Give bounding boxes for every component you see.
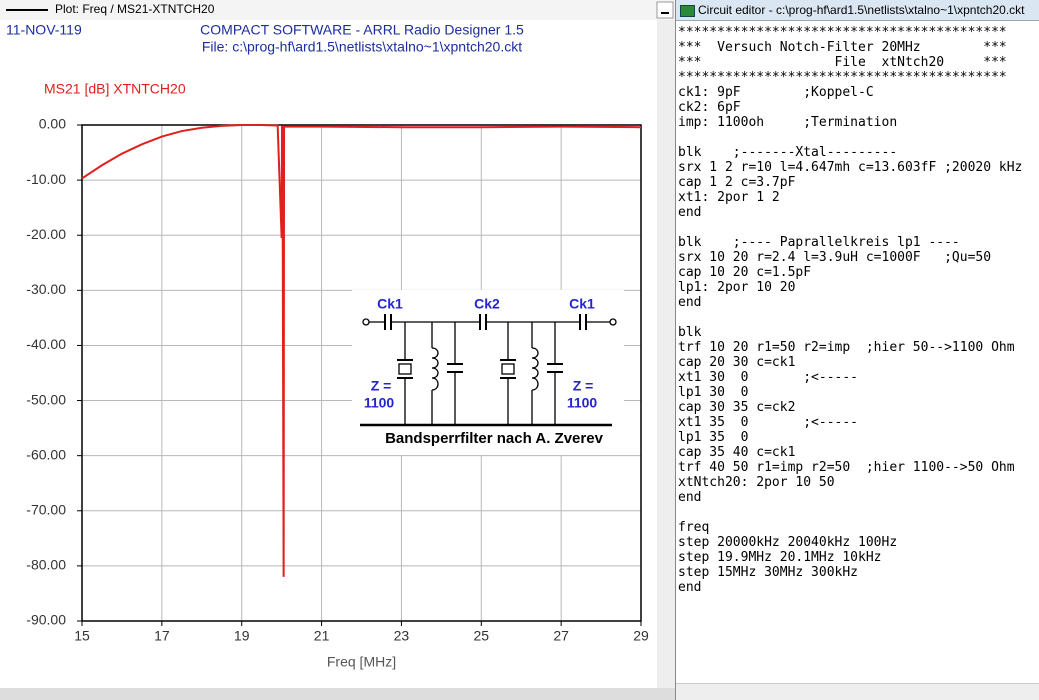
component — [397, 359, 563, 379]
code-block: freq step 20000kHz 20040kHz 100Hz step 19.… — [678, 520, 1039, 595]
code-line: blk ;---- Paprallelkreis lp1 ---- — [678, 235, 960, 250]
y-tick-label: -40.00 — [26, 336, 66, 352]
code-line: freq — [678, 520, 710, 535]
code-line: end — [678, 205, 702, 220]
editor-text[interactable]: ****************************************… — [676, 21, 1039, 595]
code-line: lp1 35 0 — [678, 430, 749, 445]
y-tick-label: -70.00 — [26, 501, 66, 517]
code-line: cap 20 30 c=ck1 — [678, 355, 796, 370]
code-line: cap 10 20 c=1.5pF — [678, 265, 812, 280]
schematic-background — [352, 290, 624, 455]
editor-icon — [680, 5, 695, 17]
x-tick-label: 23 — [394, 628, 410, 644]
series-line — [81, 124, 642, 577]
horizontal-scrollbar[interactable] — [0, 688, 675, 700]
y-tick-label: -80.00 — [26, 557, 66, 573]
code-block: blk ;---- Paprallelkreis lp1 ---- srx 10 … — [678, 235, 1039, 310]
wire — [404, 322, 556, 425]
vertical-scrollbar[interactable] — [657, 20, 675, 688]
y-tick-label: -90.00 — [26, 612, 66, 628]
code-line: *** File xtNtch20 *** — [678, 55, 1007, 70]
code-line: xt1 35 0 ;<----- — [678, 415, 859, 430]
capacitor — [384, 314, 587, 330]
inductor — [431, 347, 439, 391]
schematic-label: Ck2 — [474, 296, 500, 312]
plot-title-bar — [0, 0, 675, 20]
y-tick-label: -60.00 — [26, 446, 66, 462]
plot-frame — [81, 124, 642, 622]
crystal — [398, 363, 412, 375]
y-tick-label: -20.00 — [26, 226, 66, 242]
x-tick-label: 29 — [633, 628, 649, 644]
code-line: cap 1 2 c=3.7pF — [678, 175, 796, 190]
code-line: blk — [678, 325, 702, 340]
code-line: cap 30 35 c=ck2 — [678, 400, 796, 415]
code-line: trf 10 20 r1=50 r2=imp ;hier 50-->1100 O… — [678, 340, 1015, 355]
y-tick-label: -30.00 — [26, 281, 66, 297]
x-tick-label: 15 — [74, 628, 90, 644]
schematic-caption: Bandsperrfilter nach A. Zverev — [385, 430, 604, 447]
code-line: ck1: 9pF ;Koppel-C — [678, 85, 874, 100]
code-line: ****************************************… — [678, 25, 1007, 40]
code-line: step 19.9MHz 20.1MHz 10kHz — [678, 550, 882, 565]
x-tick-label: 21 — [314, 628, 330, 644]
code-line: xtNtch20: 2por 10 50 — [678, 475, 835, 490]
code-line: trf 40 50 r1=imp r2=50 ;hier 1100-->50 O… — [678, 460, 1015, 475]
schematic-label: Z = — [371, 378, 392, 394]
code-line: end — [678, 580, 702, 595]
minimize-button[interactable] — [656, 1, 674, 19]
code-line: xt1 30 0 ;<----- — [678, 370, 859, 385]
crystal — [501, 363, 515, 375]
code-line: *** Versuch Notch-Filter 20MHz *** — [678, 40, 1007, 55]
code-line: end — [678, 490, 702, 505]
x-tick-label: 19 — [234, 628, 250, 644]
y-tick-label: -50.00 — [26, 391, 66, 407]
code-line: end — [678, 295, 702, 310]
y-tick-label: 0.00 — [39, 116, 66, 132]
x-tick-label: 17 — [154, 628, 170, 644]
plot-header: COMPACT SOFTWARE - ARRL Radio Designer 1… — [200, 22, 524, 38]
code-line: step 15MHz 30MHz 300kHz — [678, 565, 859, 580]
schematic-label: Ck1 — [569, 296, 595, 312]
editor-title-bar: Circuit editor - c:\prog-hf\ard1.5\netli… — [676, 0, 1039, 21]
schematic: Ck1 Ck2 Ck1 Z = 1100 Z = 1100 Bandsperrf… — [352, 290, 624, 455]
code-line: lp1: 2por 10 20 — [678, 280, 796, 295]
editor-scrollbar[interactable] — [676, 683, 1039, 700]
schematic-label: 1100 — [567, 395, 598, 411]
code-line: lp1 30 0 — [678, 385, 749, 400]
code-line: blk ;-------Xtal--------- — [678, 145, 898, 160]
code-block: blk trf 10 20 r1=50 r2=imp ;hier 50-->110… — [678, 325, 1039, 505]
circuit-editor: Circuit editor - c:\prog-hf\ard1.5\netli… — [675, 0, 1039, 700]
plot-file: File: c:\prog-hf\ard1.5\netlists\xtalno~… — [202, 39, 522, 55]
plot-window-title: Plot: Freq / MS21-XTNTCH20 — [55, 2, 215, 16]
code-line: xt1: 2por 1 2 — [678, 190, 780, 205]
code-block: blk ;-------Xtal--------- srx 1 2 r=10 l=… — [678, 145, 1039, 220]
code-line: step 20000kHz 20040kHz 100Hz — [678, 535, 898, 550]
code-line: ck2: 6pF — [678, 100, 741, 115]
inductor — [531, 347, 539, 391]
x-tick-label: 25 — [473, 628, 489, 644]
code-line: ****************************************… — [678, 70, 1007, 85]
legend-label: MS21 [dB] XTNTCH20 — [44, 81, 186, 97]
schematic-label: 1100 — [364, 395, 395, 411]
plot-window: Plot: Freq / MS21-XTNTCH20 11-NOV-119 CO… — [0, 0, 675, 700]
schematic-label: Ck1 — [377, 296, 403, 312]
code-line: srx 10 20 r=2.4 l=3.9uH c=1000F ;Qu=50 — [678, 250, 992, 265]
y-tick-label: -10.00 — [26, 171, 66, 187]
code-line: imp: 1100oh ;Termination — [678, 115, 898, 130]
plot-date: 11-NOV-119 — [6, 22, 82, 38]
x-tick-label: 27 — [553, 628, 569, 644]
editor-title: Circuit editor - c:\prog-hf\ard1.5\netli… — [698, 3, 1025, 17]
code-line: cap 35 40 c=ck1 — [678, 445, 796, 460]
code-line: srx 1 2 r=10 l=4.647mh c=13.603fF ;20020… — [678, 160, 1023, 175]
x-axis-label: Freq [MHz] — [327, 654, 396, 670]
schematic-label: Z = — [573, 378, 594, 394]
code-block: ****************************************… — [678, 25, 1039, 130]
